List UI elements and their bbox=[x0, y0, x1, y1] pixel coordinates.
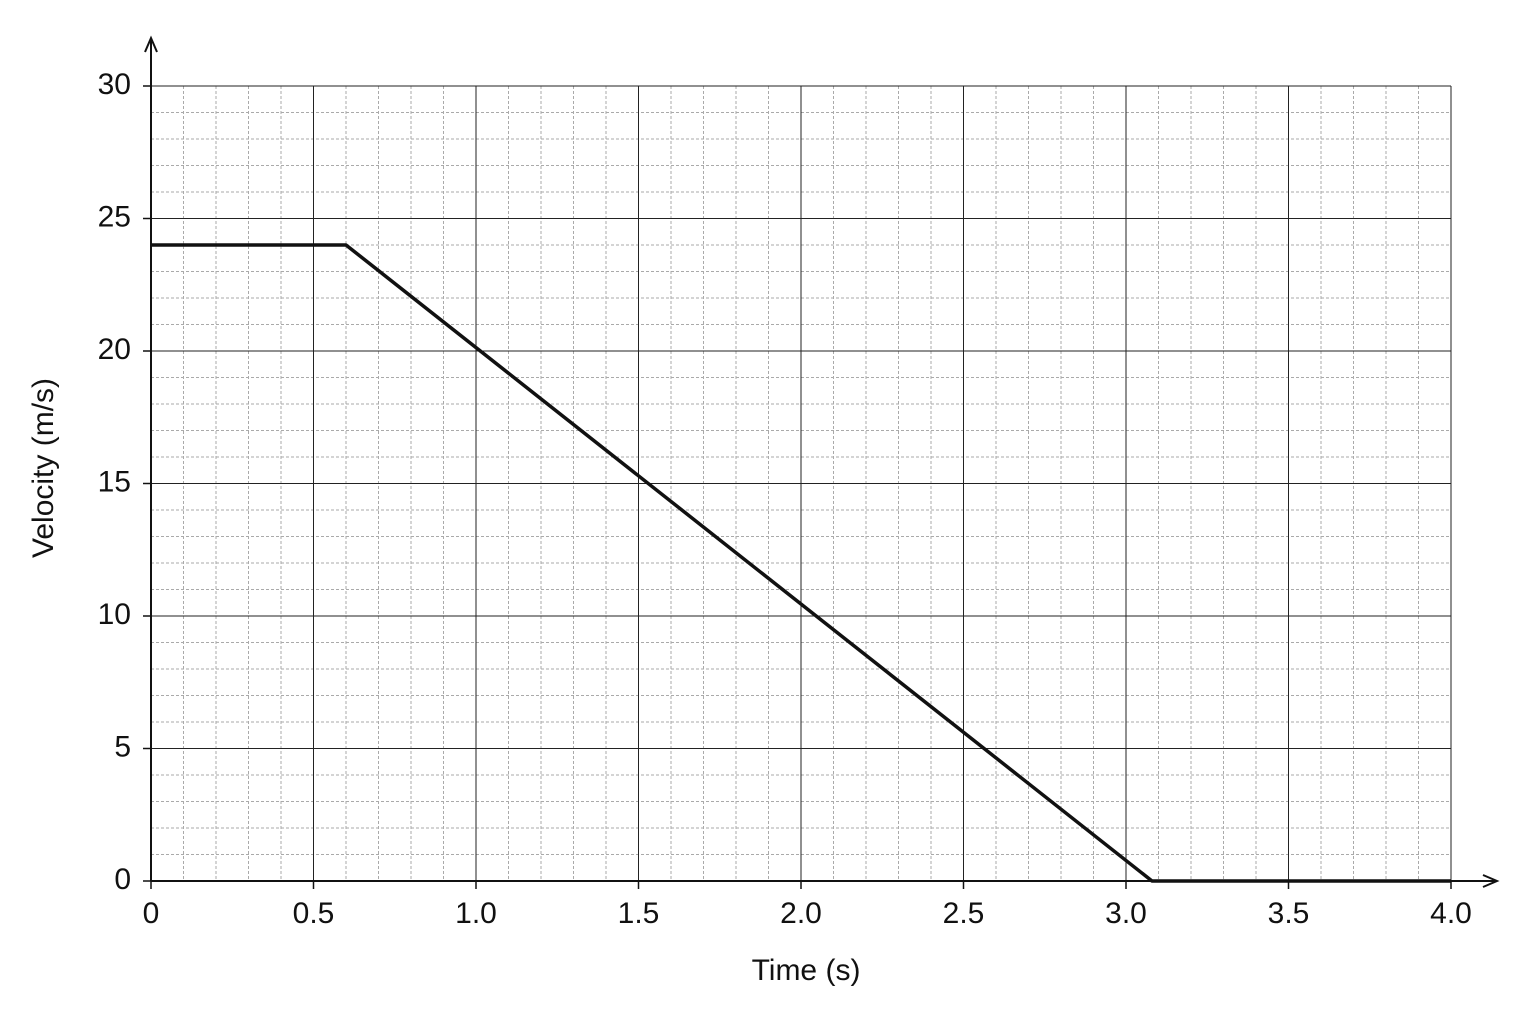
y-tick-label: 25 bbox=[98, 200, 131, 233]
y-tick-label: 30 bbox=[98, 68, 131, 101]
y-tick-label: 0 bbox=[114, 863, 131, 896]
y-tick-label: 20 bbox=[98, 333, 131, 366]
y-tick-label: 5 bbox=[114, 730, 131, 763]
x-axis-label: Time (s) bbox=[752, 954, 861, 987]
x-tick-label: 1.0 bbox=[455, 897, 497, 930]
x-tick-label: 1.5 bbox=[618, 897, 660, 930]
x-tick-label: 4.0 bbox=[1430, 897, 1472, 930]
x-tick-label: 2.5 bbox=[943, 897, 985, 930]
x-tick-label: 0 bbox=[143, 897, 160, 930]
x-tick-label: 3.0 bbox=[1105, 897, 1147, 930]
y-tick-label: 10 bbox=[98, 598, 131, 631]
y-axis-label: Velocity (m/s) bbox=[27, 378, 60, 558]
x-tick-label: 0.5 bbox=[293, 897, 335, 930]
y-axis-arrow bbox=[144, 35, 158, 53]
x-axis-arrow bbox=[1482, 874, 1500, 888]
data-line bbox=[151, 243, 1451, 883]
x-tick-label: 2.0 bbox=[780, 897, 822, 930]
x-tick-label: 3.5 bbox=[1268, 897, 1310, 930]
y-tick-label: 15 bbox=[98, 465, 131, 498]
